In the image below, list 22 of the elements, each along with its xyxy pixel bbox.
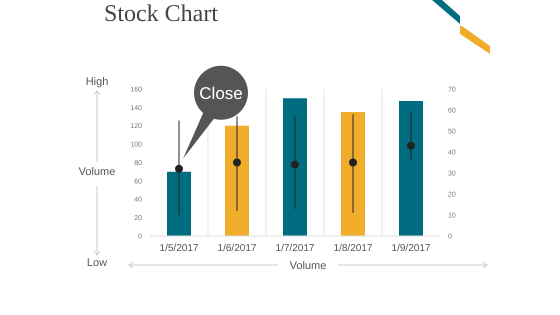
- bar: [399, 100, 423, 236]
- bar: [283, 98, 307, 236]
- bar: [167, 172, 191, 236]
- point: [175, 164, 183, 173]
- chart-title: Stock Chart: [104, 1, 218, 28]
- y-axis-title: Volume: [78, 166, 116, 178]
- bar: [341, 112, 365, 236]
- text: High: [84, 76, 110, 88]
- point: [349, 158, 357, 166]
- point: [233, 158, 241, 166]
- point: [291, 160, 299, 169]
- x-tick-label: 1/9/2017: [392, 243, 431, 254]
- text: Low: [86, 257, 108, 269]
- bar: [225, 126, 249, 236]
- x-tick-label: 1/6/2017: [218, 243, 257, 254]
- annotation: Close: [199, 84, 243, 103]
- speech-bubble: Close: [183, 66, 248, 159]
- x-tick-label: 1/5/2017: [160, 243, 199, 254]
- x-axis-title: Volume: [288, 260, 328, 272]
- point: [407, 142, 415, 150]
- x-tick-label: 1/8/2017: [334, 243, 373, 254]
- x-tick-label: 1/7/2017: [276, 243, 315, 254]
